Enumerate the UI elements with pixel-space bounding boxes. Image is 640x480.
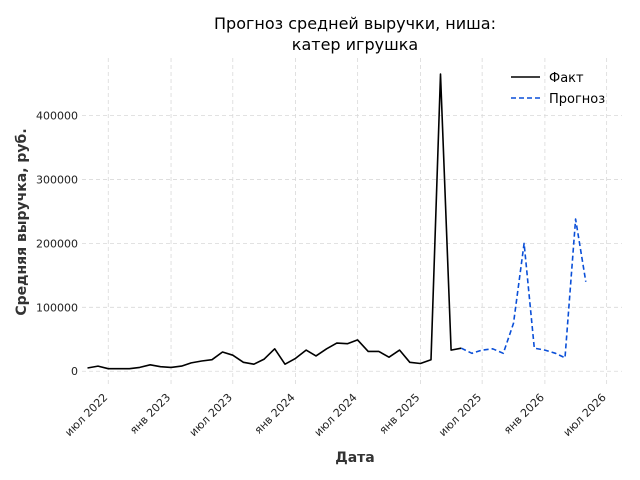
series-line-fact xyxy=(87,73,462,370)
x-tick-label: июл 2026 xyxy=(561,391,609,439)
x-tick-label: июл 2022 xyxy=(62,391,110,439)
x-axis-label: Дата xyxy=(335,450,374,466)
grid xyxy=(82,58,622,384)
y-tick-label: 400000 xyxy=(36,110,78,123)
y-axis-ticks: 0 100000 200000 300000 400000 xyxy=(36,110,78,379)
series-lines xyxy=(87,73,587,370)
y-tick-label: 300000 xyxy=(36,173,78,186)
x-tick-label: июл 2025 xyxy=(436,391,484,439)
y-tick-label: 100000 xyxy=(36,301,78,314)
y-tick-label: 200000 xyxy=(36,237,78,250)
chart-title-line-2: катер игрушка xyxy=(292,35,418,54)
x-tick-label: янв 2023 xyxy=(127,391,173,437)
x-axis-ticks: июл 2022 янв 2023 июл 2023 янв 2024 июл 2024… xyxy=(62,391,608,439)
x-tick-label: июл 2024 xyxy=(312,391,360,439)
legend: Факт Прогноз xyxy=(511,71,605,107)
x-tick-label: июл 2023 xyxy=(187,391,235,439)
x-tick-label: янв 2026 xyxy=(501,391,547,437)
legend-label-forecast: Прогноз xyxy=(549,92,605,107)
x-tick-label: янв 2024 xyxy=(252,391,298,437)
series-line-forecast xyxy=(460,218,587,359)
x-tick-label: янв 2025 xyxy=(377,391,423,437)
chart-title-line-1: Прогноз средней выручки, ниша: xyxy=(214,14,496,33)
y-axis-label: Средняя выручка, руб. xyxy=(14,128,30,315)
y-tick-label: 0 xyxy=(71,365,78,378)
legend-label-fact: Факт xyxy=(549,71,584,86)
